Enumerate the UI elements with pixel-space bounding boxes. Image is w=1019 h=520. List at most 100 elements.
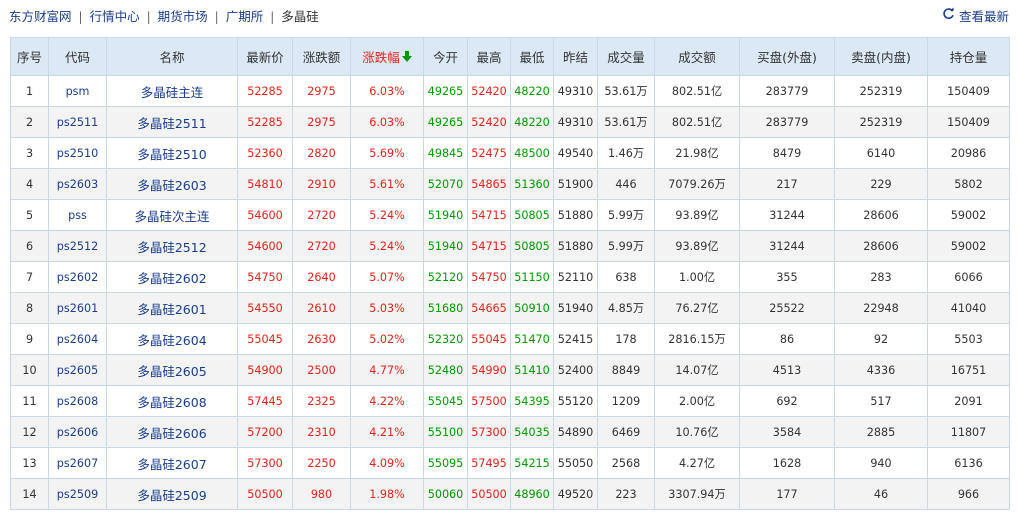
cell-name[interactable]: 多晶硅2608 bbox=[106, 385, 238, 417]
col-header-prev-settle[interactable]: 昨结 bbox=[553, 37, 598, 76]
cell-name[interactable]: 多晶硅主连 bbox=[106, 75, 238, 107]
cell-code[interactable]: pss bbox=[48, 199, 107, 231]
cell-open: 52320 bbox=[423, 323, 468, 355]
table-row[interactable]: 11 ps2608 多晶硅2608 57445 2325 4.22% 55045 57500 5… bbox=[10, 385, 1010, 417]
cell-code[interactable]: psm bbox=[48, 75, 107, 107]
cell-open: 51940 bbox=[423, 199, 468, 231]
col-header-open-interest[interactable]: 持仓量 bbox=[927, 37, 1010, 76]
breadcrumb-exchange-link[interactable]: 广期所 bbox=[225, 9, 264, 24]
cell-high: 52420 bbox=[467, 75, 511, 107]
cell-open-interest: 966 bbox=[927, 478, 1010, 510]
col-header-name[interactable]: 名称 bbox=[106, 37, 238, 76]
breadcrumb-home-link[interactable]: 东方财富网 bbox=[9, 9, 72, 24]
cell-code[interactable]: ps2607 bbox=[48, 447, 107, 479]
cell-name[interactable]: 多晶硅2603 bbox=[106, 168, 238, 200]
cell-open-interest: 2091 bbox=[927, 385, 1010, 417]
cell-code[interactable]: ps2510 bbox=[48, 137, 107, 169]
cell-code[interactable]: ps2602 bbox=[48, 261, 107, 293]
cell-name[interactable]: 多晶硅2606 bbox=[106, 416, 238, 448]
col-header-buy-outer[interactable]: 买盘(外盘) bbox=[739, 37, 835, 76]
breadcrumb-futures-market-link[interactable]: 期货市场 bbox=[157, 9, 208, 24]
col-header-code[interactable]: 代码 bbox=[48, 37, 107, 76]
table-row[interactable]: 10 ps2605 多晶硅2605 54900 2500 4.77% 52480 54990 5… bbox=[10, 354, 1010, 386]
table-row[interactable]: 4 ps2603 多晶硅2603 54810 2910 5.61% 52070 54865 51… bbox=[10, 168, 1010, 200]
cell-sell-inner: 252319 bbox=[834, 106, 928, 138]
breadcrumb-market-center-link[interactable]: 行情中心 bbox=[89, 9, 140, 24]
breadcrumb-separator: | bbox=[270, 10, 275, 24]
cell-volume: 5.99万 bbox=[597, 230, 655, 262]
table-row[interactable]: 8 ps2601 多晶硅2601 54550 2610 5.03% 51680 54665 50… bbox=[10, 292, 1010, 324]
cell-low: 54035 bbox=[510, 416, 554, 448]
cell-buy-outer: 31244 bbox=[739, 199, 835, 231]
cell-last-price: 54550 bbox=[237, 292, 293, 324]
cell-index: 4 bbox=[10, 168, 49, 200]
cell-last-price: 55045 bbox=[237, 323, 293, 355]
breadcrumb-separator: | bbox=[146, 10, 151, 24]
cell-name[interactable]: 多晶硅2605 bbox=[106, 354, 238, 386]
cell-sell-inner: 252319 bbox=[834, 75, 928, 107]
cell-change-pct: 4.09% bbox=[350, 447, 424, 479]
cell-code[interactable]: ps2606 bbox=[48, 416, 107, 448]
table-row[interactable]: 5 pss 多晶硅次主连 54600 2720 5.24% 51940 54715 50805 5… bbox=[10, 199, 1010, 231]
col-header-change-pct[interactable]: 涨跌幅 bbox=[350, 37, 424, 76]
col-header-turnover[interactable]: 成交额 bbox=[654, 37, 740, 76]
cell-name[interactable]: 多晶硅2607 bbox=[106, 447, 238, 479]
col-header-low[interactable]: 最低 bbox=[510, 37, 554, 76]
cell-index: 2 bbox=[10, 106, 49, 138]
cell-code[interactable]: ps2511 bbox=[48, 106, 107, 138]
cell-code[interactable]: ps2604 bbox=[48, 323, 107, 355]
col-header-sell-inner[interactable]: 卖盘(内盘) bbox=[834, 37, 928, 76]
cell-sell-inner: 6140 bbox=[834, 137, 928, 169]
col-header-open[interactable]: 今开 bbox=[423, 37, 468, 76]
cell-open-interest: 5802 bbox=[927, 168, 1010, 200]
cell-code[interactable]: ps2512 bbox=[48, 230, 107, 262]
cell-name[interactable]: 多晶硅2509 bbox=[106, 478, 238, 510]
table-row[interactable]: 7 ps2602 多晶硅2602 54750 2640 5.07% 52120 54750 51… bbox=[10, 261, 1010, 293]
cell-index: 13 bbox=[10, 447, 49, 479]
cell-code[interactable]: ps2608 bbox=[48, 385, 107, 417]
cell-low: 50805 bbox=[510, 230, 554, 262]
cell-sell-inner: 229 bbox=[834, 168, 928, 200]
table-row[interactable]: 1 psm 多晶硅主连 52285 2975 6.03% 49265 52420 48220 49… bbox=[10, 75, 1010, 107]
refresh-link[interactable]: 查看最新 bbox=[942, 0, 1009, 34]
cell-buy-outer: 217 bbox=[739, 168, 835, 200]
cell-open-interest: 6066 bbox=[927, 261, 1010, 293]
cell-open: 49845 bbox=[423, 137, 468, 169]
cell-low: 54395 bbox=[510, 385, 554, 417]
table-row[interactable]: 9 ps2604 多晶硅2604 55045 2630 5.02% 52320 55045 51… bbox=[10, 323, 1010, 355]
cell-name[interactable]: 多晶硅2511 bbox=[106, 106, 238, 138]
col-header-change[interactable]: 涨跌额 bbox=[292, 37, 351, 76]
table-row[interactable]: 6 ps2512 多晶硅2512 54600 2720 5.24% 51940 54715 50… bbox=[10, 230, 1010, 262]
cell-low: 48500 bbox=[510, 137, 554, 169]
cell-change-pct: 5.61% bbox=[350, 168, 424, 200]
col-header-high[interactable]: 最高 bbox=[467, 37, 511, 76]
cell-high: 54990 bbox=[467, 354, 511, 386]
cell-code[interactable]: ps2601 bbox=[48, 292, 107, 324]
cell-name[interactable]: 多晶硅次主连 bbox=[106, 199, 238, 231]
cell-code[interactable]: ps2603 bbox=[48, 168, 107, 200]
cell-prev-settle: 49310 bbox=[553, 106, 598, 138]
col-header-volume[interactable]: 成交量 bbox=[597, 37, 655, 76]
cell-turnover: 1.00亿 bbox=[654, 261, 740, 293]
cell-volume: 638 bbox=[597, 261, 655, 293]
table-row[interactable]: 14 ps2509 多晶硅2509 50500 980 1.98% 50060 50500 48… bbox=[10, 478, 1010, 510]
col-header-last-price[interactable]: 最新价 bbox=[237, 37, 293, 76]
cell-name[interactable]: 多晶硅2601 bbox=[106, 292, 238, 324]
cell-name[interactable]: 多晶硅2604 bbox=[106, 323, 238, 355]
cell-name[interactable]: 多晶硅2510 bbox=[106, 137, 238, 169]
col-header-index[interactable]: 序号 bbox=[10, 37, 49, 76]
cell-code[interactable]: ps2605 bbox=[48, 354, 107, 386]
cell-sell-inner: 28606 bbox=[834, 199, 928, 231]
table-row[interactable]: 13 ps2607 多晶硅2607 57300 2250 4.09% 55095 57495 5… bbox=[10, 447, 1010, 479]
cell-name[interactable]: 多晶硅2602 bbox=[106, 261, 238, 293]
table-row[interactable]: 3 ps2510 多晶硅2510 52360 2820 5.69% 49845 52475 48… bbox=[10, 137, 1010, 169]
table-row[interactable]: 12 ps2606 多晶硅2606 57200 2310 4.21% 55100 57300 5… bbox=[10, 416, 1010, 448]
cell-volume: 5.99万 bbox=[597, 199, 655, 231]
cell-high: 54715 bbox=[467, 230, 511, 262]
cell-open: 49265 bbox=[423, 106, 468, 138]
breadcrumb-separator: | bbox=[214, 10, 219, 24]
cell-name[interactable]: 多晶硅2512 bbox=[106, 230, 238, 262]
table-row[interactable]: 2 ps2511 多晶硅2511 52285 2975 6.03% 49265 52420 48… bbox=[10, 106, 1010, 138]
cell-high: 54865 bbox=[467, 168, 511, 200]
cell-code[interactable]: ps2509 bbox=[48, 478, 107, 510]
